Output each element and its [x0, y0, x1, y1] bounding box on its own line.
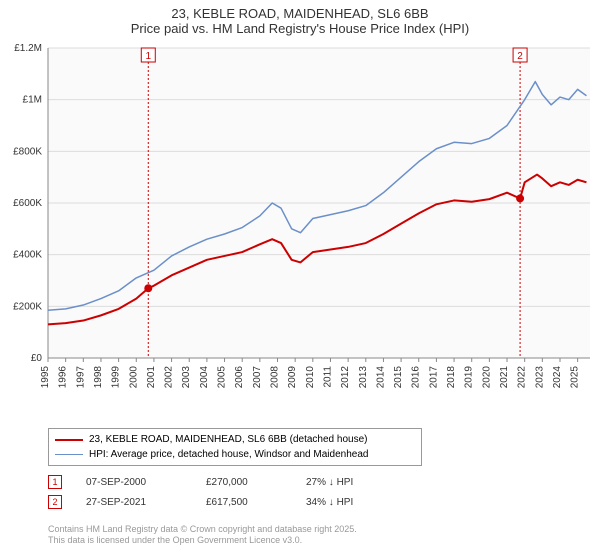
chart-area: £0 £200K £400K £600K £800K £1M £1.2M 1995 1996 19…: [0, 38, 600, 418]
footer-line2: This data is licensed under the Open Gov…: [48, 535, 357, 546]
svg-text:2020: 2020: [481, 366, 492, 389]
svg-text:2015: 2015: [393, 366, 404, 389]
svg-text:£0: £0: [31, 353, 43, 364]
legend-box: 23, KEBLE ROAD, MAIDENHEAD, SL6 6BB (det…: [48, 428, 422, 466]
sale-price: £617,500: [206, 497, 306, 508]
svg-text:2002: 2002: [164, 366, 175, 389]
svg-text:1997: 1997: [75, 366, 86, 389]
svg-text:2006: 2006: [234, 366, 245, 389]
sale-date: 27-SEP-2021: [86, 497, 206, 508]
svg-text:2013: 2013: [358, 366, 369, 389]
svg-text:2024: 2024: [552, 366, 563, 389]
svg-text:2011: 2011: [322, 366, 333, 388]
sale-delta: 27% ↓ HPI: [306, 477, 406, 488]
svg-text:2016: 2016: [411, 366, 422, 389]
svg-text:1998: 1998: [93, 366, 104, 389]
svg-text:2022: 2022: [517, 366, 528, 389]
svg-text:£200K: £200K: [13, 301, 42, 312]
svg-text:£400K: £400K: [13, 250, 42, 261]
sale-row: 2 27-SEP-2021£617,50034% ↓ HPI: [48, 492, 406, 512]
svg-text:£1.2M: £1.2M: [14, 43, 42, 54]
legend-label: HPI: Average price, detached house, Wind…: [89, 449, 368, 460]
svg-text:2: 2: [517, 51, 523, 62]
sales-table: 1 07-SEP-2000£270,00027% ↓ HPI 2 27-SEP-202…: [48, 472, 406, 512]
svg-text:1996: 1996: [58, 366, 69, 389]
legend-label: 23, KEBLE ROAD, MAIDENHEAD, SL6 6BB (det…: [89, 434, 367, 445]
svg-text:2025: 2025: [570, 366, 581, 389]
footer: Contains HM Land Registry data © Crown c…: [48, 524, 357, 547]
chart-container: 23, KEBLE ROAD, MAIDENHEAD, SL6 6BB Pric…: [0, 0, 600, 560]
sale-delta: 34% ↓ HPI: [306, 497, 406, 508]
svg-text:2017: 2017: [428, 366, 439, 389]
svg-text:2003: 2003: [181, 366, 192, 389]
svg-text:1995: 1995: [40, 366, 51, 389]
svg-text:2021: 2021: [499, 366, 510, 389]
svg-text:2010: 2010: [305, 366, 316, 389]
svg-text:2005: 2005: [217, 366, 228, 389]
sale-price: £270,000: [206, 477, 306, 488]
svg-text:2009: 2009: [287, 366, 298, 389]
svg-text:£1M: £1M: [23, 95, 42, 106]
svg-text:2007: 2007: [252, 366, 263, 389]
svg-text:2000: 2000: [128, 366, 139, 389]
svg-text:£600K: £600K: [13, 198, 42, 209]
svg-text:1999: 1999: [111, 366, 122, 389]
sale-row: 1 07-SEP-2000£270,00027% ↓ HPI: [48, 472, 406, 492]
legend-swatch: [55, 454, 83, 456]
chart-svg: £0 £200K £400K £600K £800K £1M £1.2M 1995 1996 19…: [0, 38, 600, 418]
svg-text:2001: 2001: [146, 366, 157, 389]
footer-line1: Contains HM Land Registry data © Crown c…: [48, 524, 357, 535]
svg-text:2018: 2018: [446, 366, 457, 389]
svg-text:£800K: £800K: [13, 146, 42, 157]
svg-text:2023: 2023: [534, 366, 545, 389]
legend-swatch: [55, 439, 83, 441]
title-address: 23, KEBLE ROAD, MAIDENHEAD, SL6 6BB: [0, 6, 600, 21]
svg-text:2019: 2019: [464, 366, 475, 389]
title-subtitle: Price paid vs. HM Land Registry's House …: [0, 21, 600, 36]
svg-text:2012: 2012: [340, 366, 351, 389]
sale-marker: 2: [48, 495, 62, 509]
svg-text:2014: 2014: [375, 366, 386, 389]
legend-item: HPI: Average price, detached house, Wind…: [55, 447, 415, 462]
title-block: 23, KEBLE ROAD, MAIDENHEAD, SL6 6BB Pric…: [0, 0, 600, 38]
svg-text:2008: 2008: [270, 366, 281, 389]
svg-text:2004: 2004: [199, 366, 210, 389]
svg-text:1: 1: [145, 51, 151, 62]
legend-item: 23, KEBLE ROAD, MAIDENHEAD, SL6 6BB (det…: [55, 432, 415, 447]
sale-date: 07-SEP-2000: [86, 477, 206, 488]
sale-marker: 1: [48, 475, 62, 489]
